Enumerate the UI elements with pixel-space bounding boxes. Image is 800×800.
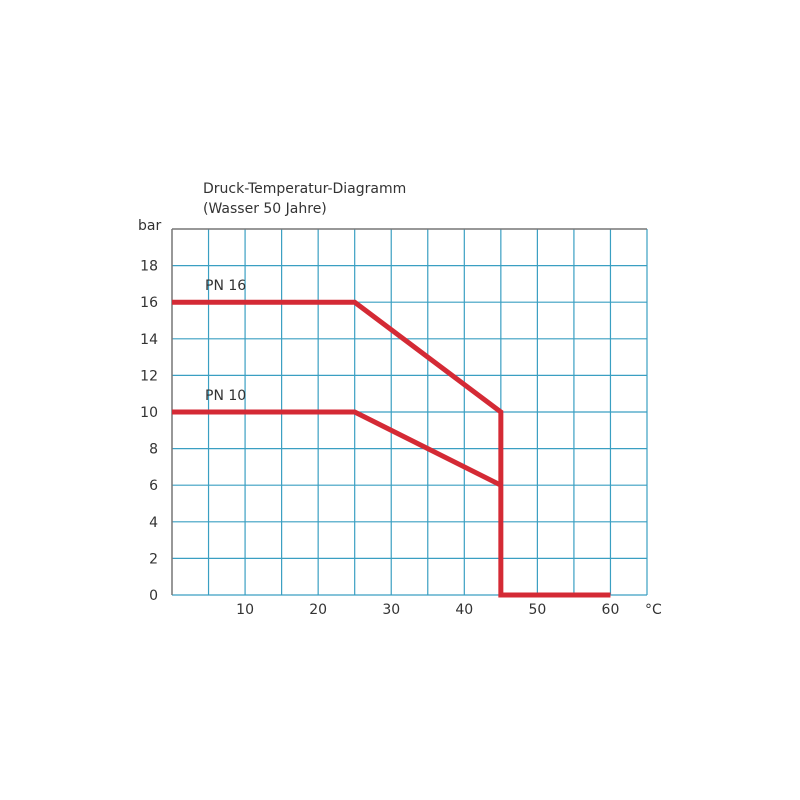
x-tick-label: 50 (528, 602, 546, 618)
y-tick-label: 10 (140, 405, 158, 421)
y-tick-label: 4 (149, 515, 158, 531)
x-tick-label: 20 (309, 602, 327, 618)
series-label: PN 10 (205, 388, 246, 404)
x-tick-label: 40 (455, 602, 473, 618)
y-tick-label: 6 (149, 478, 158, 494)
chart-subtitle: (Wasser 50 Jahre) (203, 201, 327, 217)
series-line-pn16 (172, 299, 611, 598)
x-tick-label: 30 (382, 602, 400, 618)
x-tick-label: 10 (236, 602, 254, 618)
y-tick-label: 18 (140, 259, 158, 275)
y-axis-label: bar (138, 218, 161, 234)
y-tick-label: 14 (140, 332, 158, 348)
series-label: PN 16 (205, 278, 246, 294)
y-tick-label: 2 (149, 551, 158, 567)
series-line-pn10 (172, 409, 502, 488)
y-tick-label: 12 (140, 368, 158, 384)
x-tick-label: 60 (602, 602, 620, 618)
y-tick-label: 0 (149, 588, 158, 604)
x-axis-label: °C (645, 602, 662, 618)
y-tick-label: 16 (140, 295, 158, 311)
chart-title: Druck-Temperatur-Diagramm (203, 181, 406, 197)
y-tick-label: 8 (149, 442, 158, 458)
